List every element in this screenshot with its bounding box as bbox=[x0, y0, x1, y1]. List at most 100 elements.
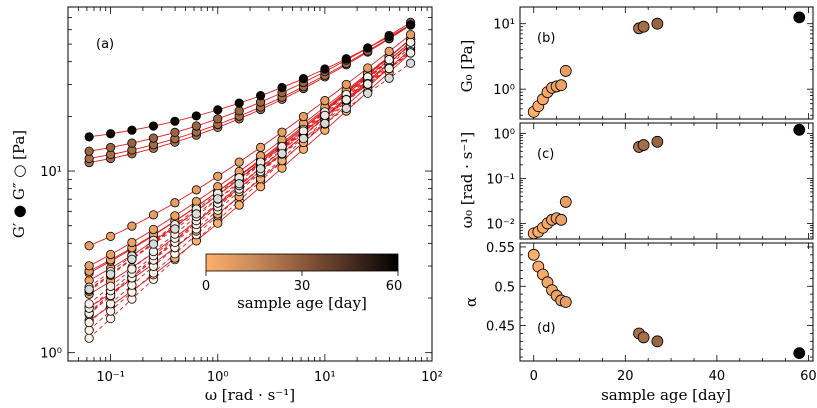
storage-modulus-point bbox=[84, 146, 94, 156]
data-point bbox=[637, 331, 650, 344]
ytick-label: 10⁰ bbox=[493, 83, 515, 98]
storage-modulus-point bbox=[234, 157, 244, 167]
fit-line-loss bbox=[88, 41, 411, 323]
d-xtick-label: 0 bbox=[530, 369, 538, 384]
panel-c: 10⁻² 10⁻¹ 10⁰ (c) ω₀ [rad · s⁻¹] bbox=[458, 122, 814, 240]
loss-modulus-point bbox=[213, 194, 223, 204]
fit-line-loss bbox=[88, 52, 411, 288]
panel-d-points bbox=[527, 248, 806, 360]
storage-modulus-point bbox=[256, 91, 266, 101]
fit-line-loss bbox=[88, 45, 411, 309]
ytick-label: 10⁻² bbox=[486, 217, 515, 232]
loss-modulus-point bbox=[298, 133, 309, 144]
storage-modulus-point bbox=[405, 20, 416, 30]
storage-modulus-point bbox=[148, 121, 159, 131]
colorbar-tick-0: 0 bbox=[202, 279, 210, 294]
loss-modulus-point bbox=[170, 224, 180, 234]
storage-modulus-point bbox=[127, 221, 137, 231]
storage-modulus-point bbox=[148, 210, 159, 220]
data-point bbox=[793, 11, 806, 24]
storage-modulus-point bbox=[127, 138, 137, 148]
data-point bbox=[651, 17, 664, 30]
panel-a-ylabel: G′ ● G″ ○ [Pa] bbox=[10, 130, 28, 238]
panel-b-points bbox=[527, 11, 806, 118]
storage-modulus-point bbox=[170, 127, 180, 138]
loss-modulus-point bbox=[148, 239, 159, 249]
fit-line-loss bbox=[88, 41, 411, 305]
data-point bbox=[651, 335, 664, 348]
panel-a-fit-lines bbox=[88, 22, 411, 339]
panel-a-tag: (a) bbox=[96, 37, 114, 52]
data-point bbox=[555, 79, 568, 92]
data-point bbox=[637, 20, 650, 33]
panel-d-ticks: 0.45 0.5 0.55 0 20 40 60 bbox=[486, 241, 817, 384]
loss-modulus-point bbox=[127, 254, 137, 264]
panel-d: 0.45 0.5 0.55 0 20 40 60 (d) α sample age [day… bbox=[462, 241, 817, 404]
panel-c-tag: (c) bbox=[537, 147, 554, 162]
loss-modulus-point bbox=[384, 73, 394, 83]
storage-modulus-point bbox=[320, 96, 330, 106]
loss-modulus-point bbox=[277, 149, 287, 159]
panel-d-tag: (d) bbox=[537, 321, 555, 336]
fit-line-storage bbox=[88, 38, 411, 267]
storage-modulus-point bbox=[384, 46, 394, 56]
storage-modulus-point bbox=[170, 211, 180, 221]
data-point bbox=[559, 65, 572, 77]
data-point bbox=[555, 213, 568, 226]
ytick-label: 0.55 bbox=[486, 241, 515, 256]
loss-modulus-point bbox=[106, 269, 116, 279]
loss-modulus-point bbox=[405, 48, 416, 58]
loss-modulus-point bbox=[405, 37, 416, 47]
fit-line-storage bbox=[89, 24, 411, 164]
a-xtick-label: 10² bbox=[421, 370, 443, 385]
panel-b-tag: (b) bbox=[537, 31, 555, 46]
d-xtick-label: 60 bbox=[800, 369, 817, 384]
storage-modulus-point bbox=[277, 127, 287, 137]
a-xtick-label: 10⁰ bbox=[207, 370, 229, 385]
storage-modulus-point bbox=[213, 114, 223, 124]
fit-line-storage bbox=[89, 24, 411, 138]
ytick-label: 10⁰ bbox=[493, 127, 515, 142]
colorbar: 0 30 60 sample age [day] bbox=[202, 253, 402, 312]
loss-modulus-point bbox=[363, 79, 373, 89]
storage-modulus-point bbox=[127, 237, 137, 248]
loss-modulus-point bbox=[106, 281, 116, 291]
loss-modulus-point bbox=[84, 284, 94, 294]
storage-modulus-point bbox=[298, 111, 309, 122]
panel-b-ticks: 10⁰ 10¹ bbox=[493, 7, 813, 119]
storage-modulus-point bbox=[363, 43, 373, 53]
fit-line-loss bbox=[88, 43, 411, 331]
panel-c-frame bbox=[519, 122, 814, 240]
panel-b-frame bbox=[519, 6, 814, 120]
storage-modulus-point bbox=[277, 82, 287, 93]
storage-modulus-point bbox=[84, 261, 94, 271]
d-xtick-label: 40 bbox=[709, 369, 726, 384]
a-ytick-label: 10⁰ bbox=[40, 347, 62, 362]
panel-d-xlabel: sample age [day] bbox=[601, 386, 731, 404]
fit-line-storage bbox=[89, 24, 411, 159]
data-point bbox=[651, 135, 664, 148]
storage-modulus-point bbox=[191, 121, 201, 131]
data-point bbox=[559, 296, 572, 308]
loss-modulus-point bbox=[341, 95, 351, 105]
storage-modulus-point bbox=[127, 125, 137, 135]
d-xtick-label: 20 bbox=[617, 369, 634, 384]
data-point bbox=[637, 139, 650, 151]
panel-c-points bbox=[527, 123, 806, 240]
ytick-label: 10⁻¹ bbox=[486, 172, 515, 187]
panel-a: 10⁻¹ 10⁰ 10¹ 10² 10⁰ 10¹ (a) 0 30 60 sample a… bbox=[10, 6, 443, 404]
storage-modulus-point bbox=[106, 129, 116, 139]
storage-modulus-point bbox=[84, 132, 94, 142]
loss-modulus-point bbox=[320, 110, 330, 120]
a-xtick-label: 10⁻¹ bbox=[96, 370, 125, 385]
storage-modulus-point bbox=[384, 31, 394, 42]
colorbar-gradient bbox=[205, 253, 399, 272]
colorbar-label: sample age [day] bbox=[237, 294, 367, 312]
panel-b-ylabel: G₀ [Pa] bbox=[458, 40, 476, 93]
storage-modulus-point bbox=[170, 198, 180, 208]
panel-c-ticks: 10⁻² 10⁻¹ 10⁰ bbox=[486, 123, 813, 239]
storage-modulus-point bbox=[234, 200, 244, 210]
storage-modulus-point bbox=[148, 133, 159, 143]
storage-modulus-point bbox=[234, 98, 244, 108]
